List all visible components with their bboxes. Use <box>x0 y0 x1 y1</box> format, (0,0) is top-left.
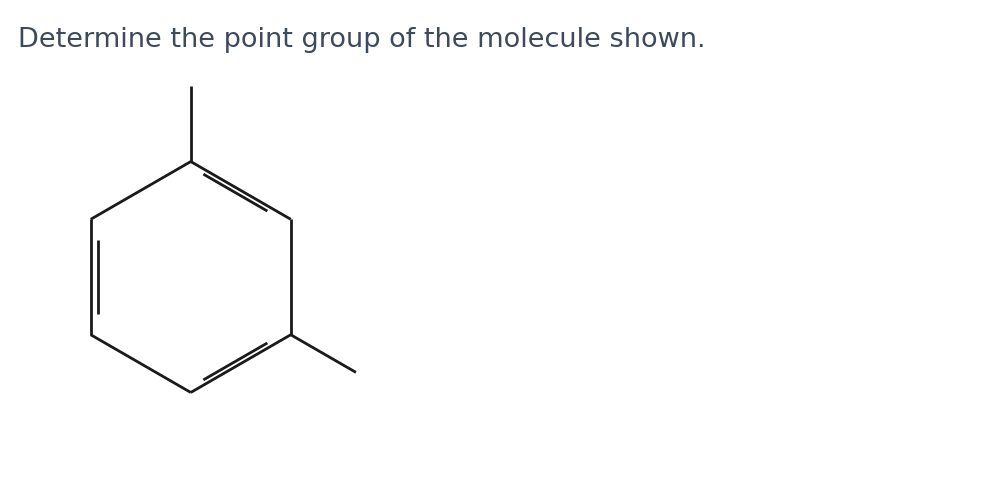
Text: Determine the point group of the molecule shown.: Determine the point group of the molecul… <box>18 27 705 52</box>
